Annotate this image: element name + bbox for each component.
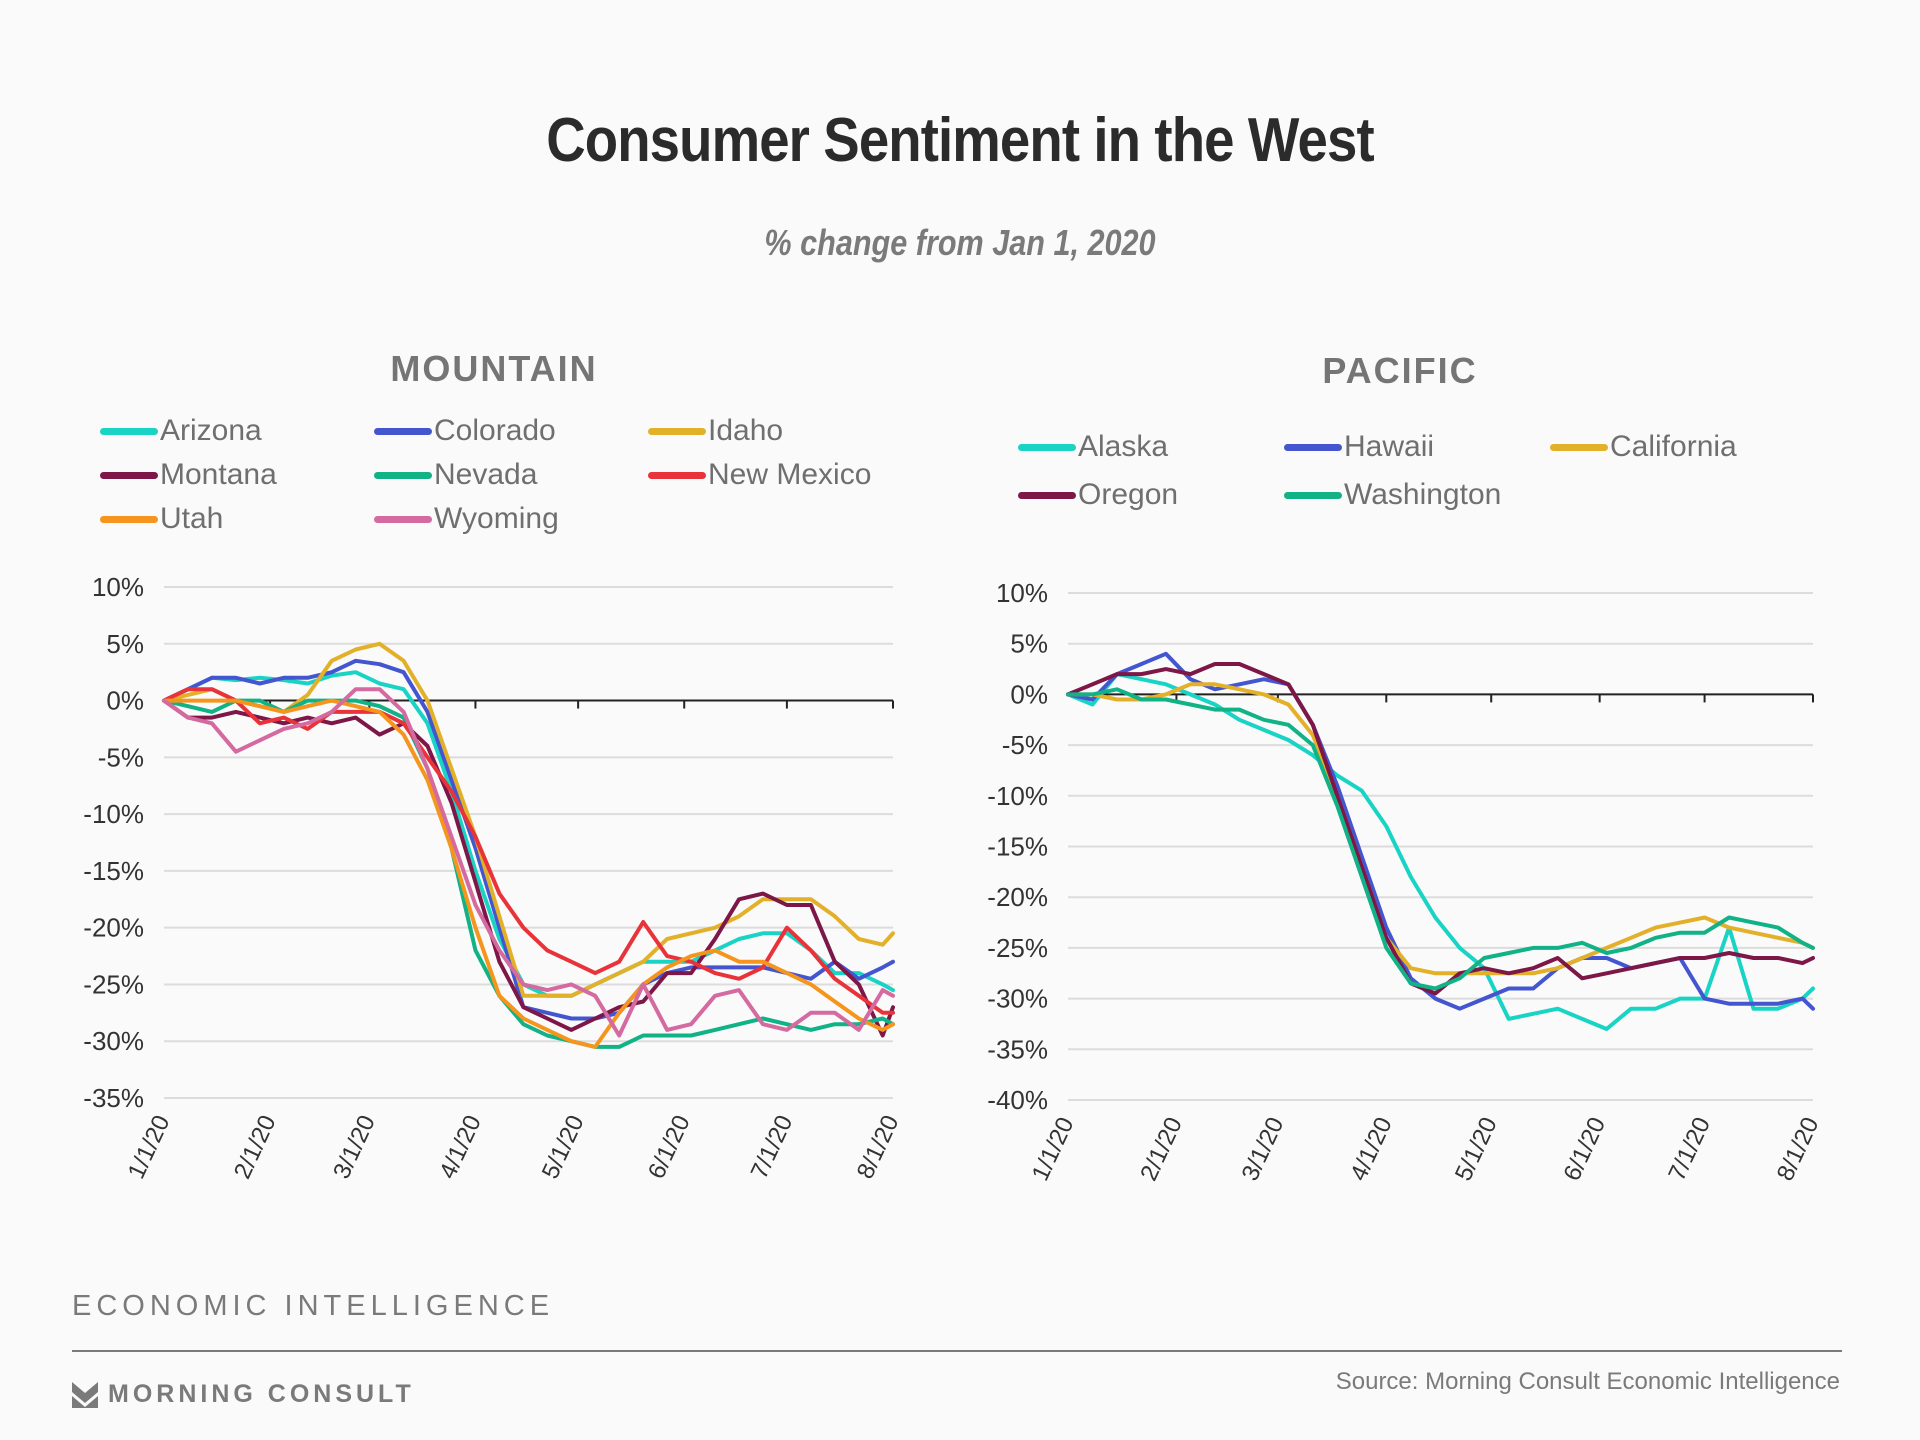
legend-swatch <box>1284 491 1342 499</box>
legend-label: Utah <box>160 502 224 535</box>
x-tick-label: 6/1/20 <box>643 1111 696 1183</box>
y-tick-label: 0% <box>106 686 144 716</box>
y-tick-label: -15% <box>83 856 144 886</box>
x-tick-label: 8/1/20 <box>852 1111 905 1183</box>
legend-swatch <box>100 515 158 523</box>
legend-label: Wyoming <box>434 502 559 535</box>
legend-item-alaska: Alaska <box>1018 430 1168 464</box>
legend-swatch <box>1018 443 1076 451</box>
legend-label: New Mexico <box>708 458 872 491</box>
legend-item-oregon: Oregon <box>1018 478 1178 512</box>
x-tick-label: 3/1/20 <box>1237 1113 1290 1185</box>
legend-label: Washington <box>1344 478 1502 511</box>
pacific-chart: 10% 5% 0% -5% -10% -15% -20% -25% -30% -35% -40%1/… <box>987 578 1824 1185</box>
x-tick-label: 5/1/20 <box>537 1111 590 1183</box>
legend-label: Arizona <box>160 414 262 447</box>
x-tick-label: 1/1/20 <box>1027 1113 1080 1185</box>
y-tick-label: -10% <box>987 781 1048 811</box>
chart-title: Consumer Sentiment in the West <box>546 106 1374 175</box>
legend-item-arizona: Arizona <box>100 414 262 448</box>
y-tick-label: -5% <box>98 742 144 772</box>
legend-swatch <box>1550 443 1608 451</box>
legend-label: Hawaii <box>1344 430 1435 463</box>
legend-item-washington: Washington <box>1284 478 1501 512</box>
legend-label: Idaho <box>708 414 784 447</box>
series-line-washington <box>1066 687 1815 991</box>
x-tick-label: 1/1/20 <box>123 1111 176 1183</box>
legend-label: Oregon <box>1078 478 1179 511</box>
legend-item-california: California <box>1550 430 1737 464</box>
logo-text: MORNING CONSULT <box>108 1380 415 1408</box>
series-line-alaska <box>1066 672 1815 1031</box>
series-line-idaho <box>162 641 895 998</box>
series-line-new-mexico <box>162 687 895 1015</box>
legend-label: Colorado <box>434 414 556 447</box>
legend-item-colorado: Colorado <box>374 414 556 448</box>
legend-item-new-mexico: New Mexico <box>648 458 871 492</box>
morning-consult-chevron-icon <box>72 1381 98 1408</box>
y-tick-label: -35% <box>987 1034 1048 1064</box>
y-tick-label: -25% <box>83 969 144 999</box>
y-tick-label: 0% <box>1010 679 1048 709</box>
legend-item-utah: Utah <box>100 502 223 536</box>
x-tick-label: 2/1/20 <box>1135 1113 1188 1185</box>
x-tick-label: 2/1/20 <box>229 1111 282 1183</box>
footer-divider <box>72 1350 1842 1352</box>
y-tick-label: 5% <box>106 629 144 659</box>
y-tick-label: -25% <box>987 933 1048 963</box>
legend-swatch <box>100 471 158 479</box>
x-tick-label: 4/1/20 <box>1345 1113 1398 1185</box>
x-tick-label: 5/1/20 <box>1450 1113 1503 1185</box>
legend-item-hawaii: Hawaii <box>1284 430 1434 464</box>
series-line-oregon <box>1066 662 1815 996</box>
y-tick-label: -10% <box>83 799 144 829</box>
legend-label: Montana <box>160 458 277 491</box>
legend-item-wyoming: Wyoming <box>374 502 559 536</box>
x-tick-label: 7/1/20 <box>1663 1113 1716 1185</box>
legend-label: Alaska <box>1078 430 1169 463</box>
series-line-california <box>1066 682 1815 976</box>
x-tick-label: 4/1/20 <box>434 1111 487 1183</box>
series-line-utah <box>162 698 895 1049</box>
legend-swatch <box>374 515 432 523</box>
y-tick-label: -15% <box>987 832 1048 862</box>
x-tick-label: 7/1/20 <box>746 1111 799 1183</box>
legend-swatch <box>1284 443 1342 451</box>
legend-swatch <box>374 427 432 435</box>
morning-consult-logo: MORNING CONSULT <box>72 1380 415 1409</box>
x-tick-label: 6/1/20 <box>1558 1113 1611 1185</box>
mountain-panel-title: MOUNTAIN <box>390 348 598 389</box>
legend-label: California <box>1610 430 1737 463</box>
y-tick-label: 5% <box>1010 629 1048 659</box>
legend-label: Nevada <box>434 458 538 491</box>
chart-subtitle: % change from Jan 1, 2020 <box>764 222 1156 263</box>
y-tick-label: -30% <box>987 984 1048 1014</box>
y-tick-label: -20% <box>83 913 144 943</box>
y-tick-label: 10% <box>996 578 1048 608</box>
series-line-colorado <box>162 658 895 1021</box>
legend-swatch <box>648 427 706 435</box>
legend-swatch <box>100 427 158 435</box>
pacific-panel-title: PACIFIC <box>1322 350 1478 391</box>
y-tick-label: -40% <box>987 1085 1048 1115</box>
legend-swatch <box>1018 491 1076 499</box>
legend-item-idaho: Idaho <box>648 414 783 448</box>
y-tick-label: 10% <box>92 572 144 602</box>
economic-intelligence-label: ECONOMIC INTELLIGENCE <box>72 1290 555 1322</box>
series-line-wyoming <box>162 687 895 1038</box>
legend-swatch <box>648 471 706 479</box>
x-tick-label: 3/1/20 <box>328 1111 381 1183</box>
mountain-chart: 10% 5% 0% -5% -10% -15% -20% -25% -30% -35%1/1/20… <box>83 572 905 1183</box>
x-tick-label: 8/1/20 <box>1772 1113 1825 1185</box>
y-tick-label: -35% <box>83 1083 144 1113</box>
legend-swatch <box>374 471 432 479</box>
source-note: Source: Morning Consult Economic Intelli… <box>1335 1368 1840 1395</box>
legend-item-nevada: Nevada <box>374 458 537 492</box>
legend-item-montana: Montana <box>100 458 277 492</box>
series-line-montana <box>162 698 895 1038</box>
series-line-hawaii <box>1066 651 1815 1011</box>
y-tick-label: -20% <box>987 882 1048 912</box>
y-tick-label: -30% <box>83 1026 144 1056</box>
y-tick-label: -5% <box>1002 730 1048 760</box>
